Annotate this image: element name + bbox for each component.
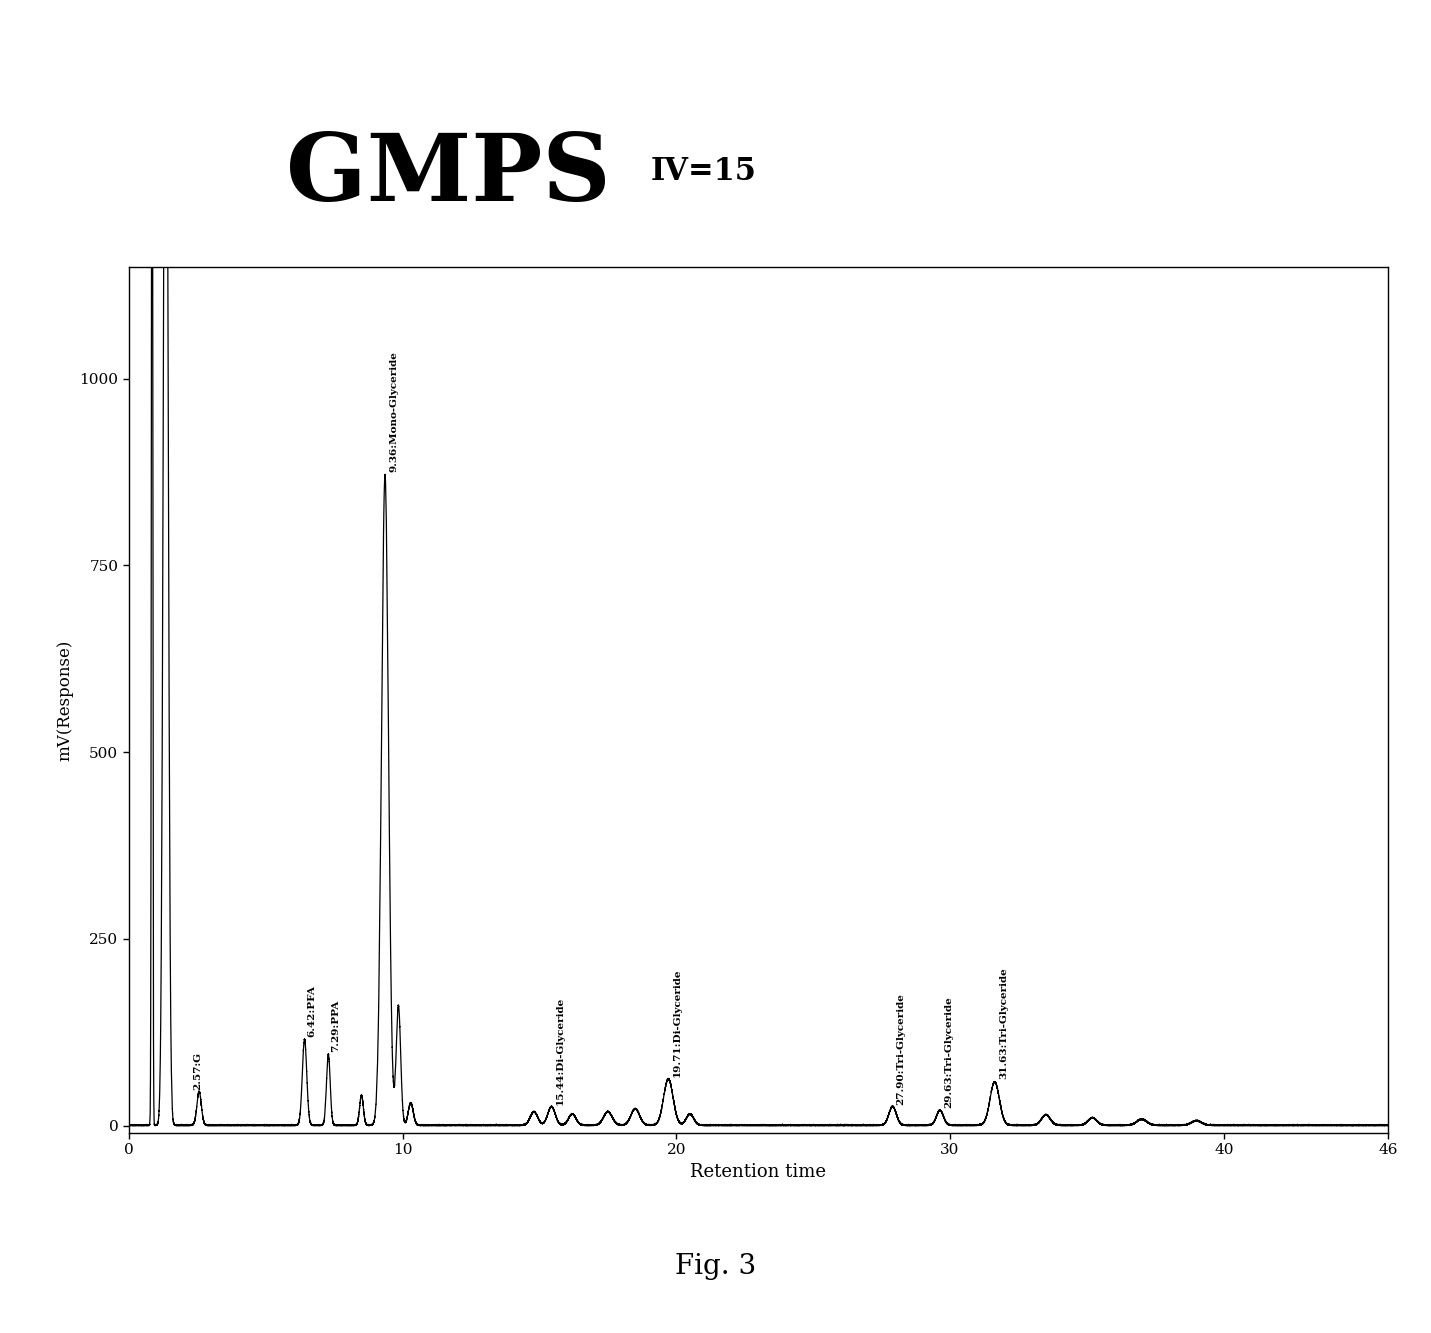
Text: 27.90:Tri-Glyceride: 27.90:Tri-Glyceride [897, 993, 906, 1105]
Text: GMPS: GMPS [286, 129, 611, 220]
Y-axis label: mV(Response): mV(Response) [57, 639, 74, 761]
Text: 19.71:Di-Glyceride: 19.71:Di-Glyceride [673, 969, 681, 1077]
Text: 9.36:Mono-Glyceride: 9.36:Mono-Glyceride [389, 351, 398, 472]
Text: IV=15: IV=15 [651, 156, 757, 187]
Text: 7.29:PPA: 7.29:PPA [331, 1000, 341, 1052]
Text: 2.57:G: 2.57:G [193, 1052, 203, 1090]
Text: 29.63:Tri-Glyceride: 29.63:Tri-Glyceride [944, 997, 953, 1109]
Text: 31.63:Tri-Glyceride: 31.63:Tri-Glyceride [999, 968, 1007, 1080]
Text: 15.44:Di-Glyceride: 15.44:Di-Glyceride [555, 996, 565, 1105]
Text: Fig. 3: Fig. 3 [675, 1253, 756, 1280]
X-axis label: Retention time: Retention time [690, 1162, 827, 1181]
Text: 6.42:PFA: 6.42:PFA [308, 985, 316, 1037]
